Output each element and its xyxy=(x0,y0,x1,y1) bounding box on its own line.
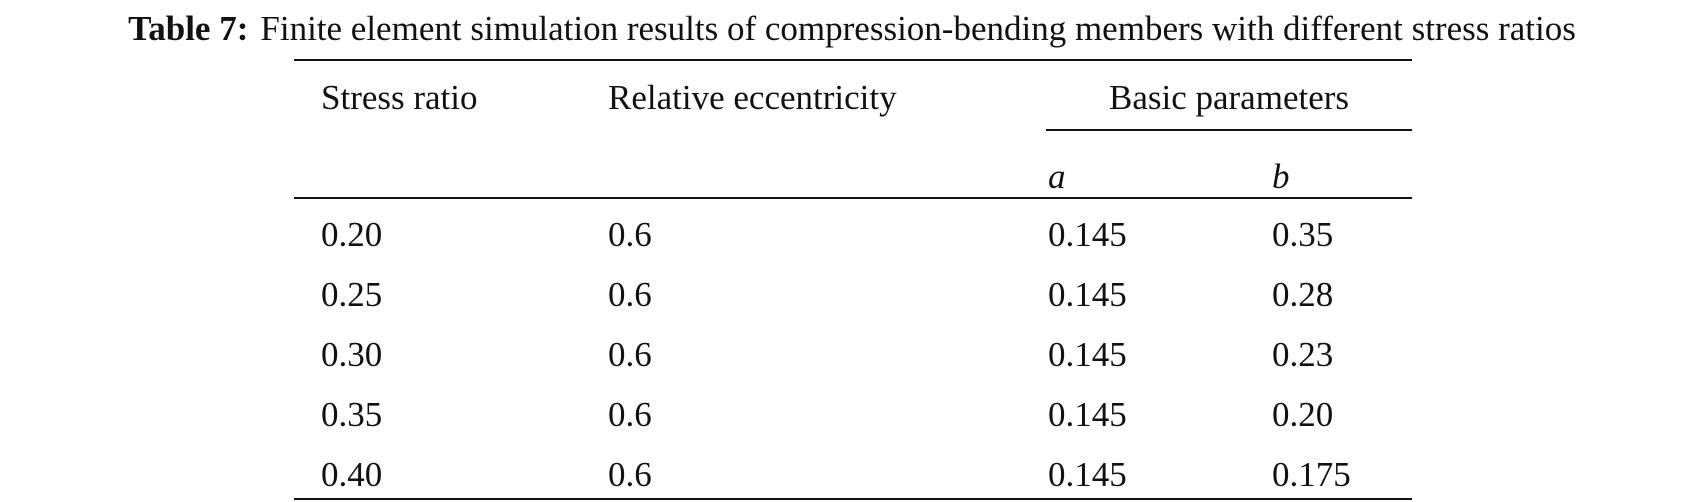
table-caption: Table 7: Finite element simulation result… xyxy=(0,8,1704,50)
table-caption-label: Table 7: xyxy=(128,9,249,48)
cell-param-a: 0.145 xyxy=(1048,395,1127,434)
cell-param-a: 0.145 xyxy=(1048,215,1127,254)
header-relative-eccentricity: Relative eccentricity xyxy=(608,78,897,117)
cell-stress-ratio: 0.40 xyxy=(321,455,383,494)
cell-param-b: 0.175 xyxy=(1272,455,1351,494)
cell-param-a: 0.145 xyxy=(1048,335,1127,374)
cell-stress-ratio: 0.20 xyxy=(321,215,383,254)
table-header-rule xyxy=(294,197,1412,199)
cell-param-a: 0.145 xyxy=(1048,275,1127,314)
header-stress-ratio: Stress ratio xyxy=(321,78,478,117)
cell-stress-ratio: 0.30 xyxy=(321,335,383,374)
cell-stress-ratio: 0.35 xyxy=(321,395,383,434)
cell-stress-ratio: 0.25 xyxy=(321,275,383,314)
cell-relative-eccentricity: 0.6 xyxy=(608,335,652,374)
cell-relative-eccentricity: 0.6 xyxy=(608,275,652,314)
table-caption-text: Finite element simulation results of com… xyxy=(260,9,1576,48)
table-bottom-rule xyxy=(294,498,1412,500)
table-top-rule xyxy=(294,59,1412,61)
cell-param-b: 0.28 xyxy=(1272,275,1334,314)
header-basic-parameters: Basic parameters xyxy=(1108,78,1350,117)
cell-param-b: 0.20 xyxy=(1272,395,1334,434)
basic-parameters-rule xyxy=(1046,129,1412,131)
cell-relative-eccentricity: 0.6 xyxy=(608,455,652,494)
cell-param-b: 0.35 xyxy=(1272,215,1334,254)
header-param-b: b xyxy=(1272,157,1290,196)
cell-param-b: 0.23 xyxy=(1272,335,1334,374)
cell-relative-eccentricity: 0.6 xyxy=(608,395,652,434)
cell-relative-eccentricity: 0.6 xyxy=(608,215,652,254)
cell-param-a: 0.145 xyxy=(1048,455,1127,494)
header-param-a: a xyxy=(1048,157,1066,196)
